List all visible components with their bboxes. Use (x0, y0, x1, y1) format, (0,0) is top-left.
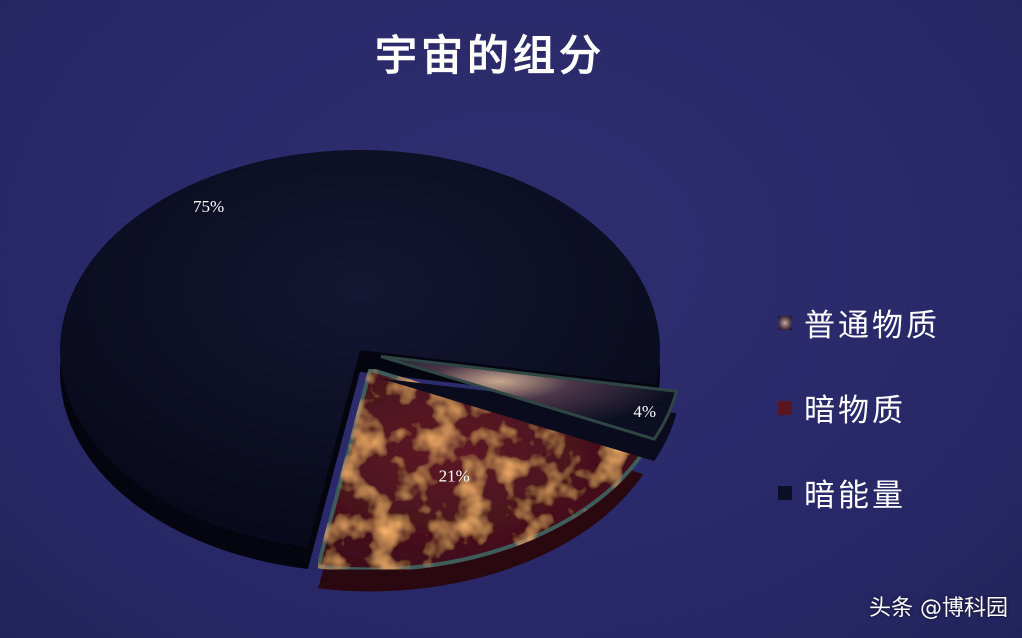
legend-item-ordinary-matter: 普通物质 (778, 280, 940, 365)
data-label-ordinary-matter: 4% (633, 402, 656, 421)
chart-title: 宇宙的组分 (374, 31, 605, 80)
legend: 普通物质 暗物质 暗能量 (778, 280, 940, 535)
legend-item-dark-energy: 暗能量 (778, 450, 940, 535)
slice-ordinary-matter-top (380, 355, 679, 441)
watermark: 头条 @博科园 (869, 596, 1008, 621)
slice-dark-energy (60, 150, 660, 569)
slice-dark-matter (315, 366, 647, 592)
slice-ordinary-matter-side (381, 378, 677, 462)
legend-swatch (778, 485, 792, 500)
legend-swatch (778, 315, 792, 330)
legend-swatch (778, 400, 792, 415)
legend-label: 普通物质 (804, 308, 940, 344)
legend-label: 暗能量 (804, 478, 906, 514)
legend-label: 暗物质 (804, 393, 906, 429)
data-label-dark-matter: 21% (439, 467, 470, 486)
slice-dark-matter-top (315, 366, 647, 572)
slice-ordinary-matter (380, 355, 679, 462)
legend-item-dark-matter: 暗物质 (778, 365, 940, 450)
data-label-dark-energy: 75% (193, 197, 224, 216)
slice-dark-energy-top (60, 150, 660, 547)
